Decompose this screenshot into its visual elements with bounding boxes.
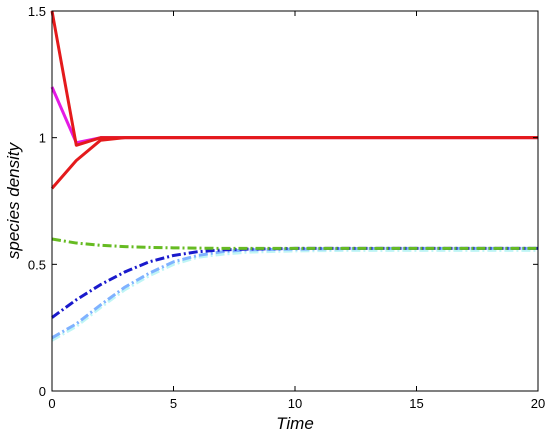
series-layer [50,10,538,342]
y-tick-label: 0 [39,384,46,399]
y-tick-label: 1.5 [28,4,46,19]
x-tick-label: 10 [288,396,302,411]
series-line-6 [51,246,538,340]
plot-frame [51,10,539,392]
x-axis-label: Time [276,414,314,433]
x-tick-label: 15 [409,396,423,411]
y-tick-label: 0.5 [28,257,46,272]
series-line-3 [50,136,538,190]
series-line-4 [51,237,538,250]
ticks-layer: 0 5 10 15 20 0 0.5 1 1.5 [28,4,545,411]
series-line-1 [50,10,538,147]
x-tick-label: 0 [48,396,55,411]
x-tick-label: 20 [531,396,545,411]
y-tick-label: 1 [39,131,46,146]
y-axis-label: species density [4,141,23,259]
series-line-7 [51,248,538,342]
series-line-2 [50,86,538,145]
series-line-5 [51,246,538,319]
x-tick-label: 5 [170,396,177,411]
